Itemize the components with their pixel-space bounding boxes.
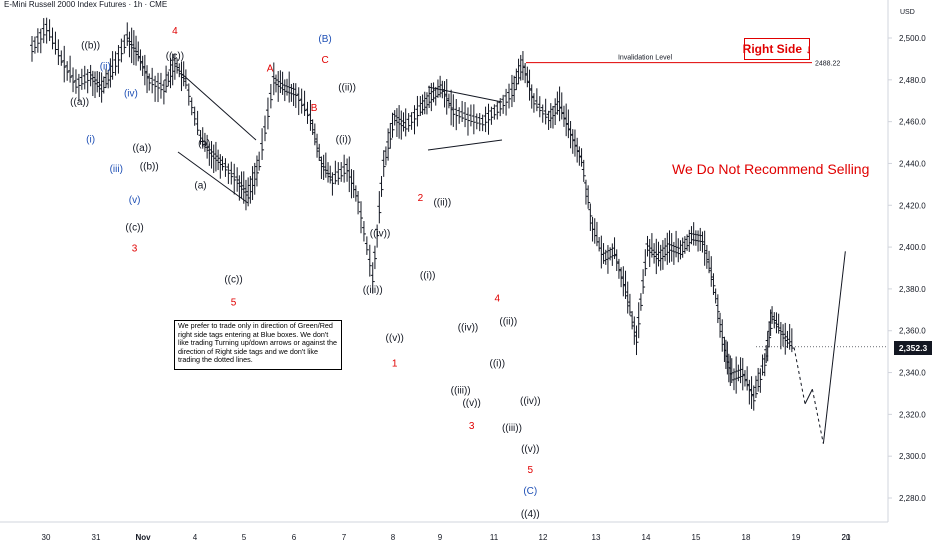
right-side-label: Right Side bbox=[742, 42, 802, 56]
wave-label: ((ii)) bbox=[499, 316, 517, 327]
x-tick-label: 9 bbox=[438, 533, 443, 542]
wave-label: ((4)) bbox=[521, 509, 540, 520]
y-tick-label: 2,460.0 bbox=[899, 118, 926, 127]
wave-label: ((ii)) bbox=[338, 82, 356, 93]
wave-label: ((i)) bbox=[490, 358, 506, 369]
x-tick-label: 18 bbox=[742, 533, 751, 542]
candlestick-bars bbox=[30, 17, 794, 411]
wave-label: 4 bbox=[495, 293, 501, 304]
wave-label: ((v)) bbox=[386, 333, 404, 344]
projection-dashed bbox=[793, 347, 806, 405]
x-tick-label: 15 bbox=[692, 533, 701, 542]
wave-label: 4 bbox=[172, 26, 178, 37]
chart-overlay: Invalidation Level 2488.22 bbox=[177, 55, 888, 444]
x-tick-label: 20 bbox=[842, 533, 851, 542]
wave-label: 2 bbox=[418, 193, 424, 204]
wave-label: ((v)) bbox=[462, 398, 480, 409]
projection-dashed bbox=[811, 389, 824, 444]
wave-label: ((i)) bbox=[336, 135, 352, 146]
wave-label: ((a)) bbox=[70, 97, 89, 108]
trading-note: We prefer to trade only in direction of … bbox=[174, 320, 342, 370]
x-tick-label: 12 bbox=[539, 533, 548, 542]
x-tick-label: 31 bbox=[92, 533, 101, 542]
x-tick-label: 30 bbox=[42, 533, 51, 542]
symbol-title: E-Mini Russell 2000 Index Futures · 1h ·… bbox=[4, 0, 168, 9]
y-tick-label: 2,480.0 bbox=[899, 76, 926, 85]
wedge-upper-line bbox=[181, 73, 257, 141]
wave-label: C bbox=[321, 55, 328, 66]
wave-label: ((iv)) bbox=[370, 229, 391, 240]
y-tick-label: 2,340.0 bbox=[899, 369, 926, 378]
wave-label: ((ii)) bbox=[433, 197, 451, 208]
invalidation-value: 2488.22 bbox=[815, 61, 840, 68]
wave-label: 5 bbox=[527, 465, 533, 476]
projection-line bbox=[822, 251, 846, 444]
wave-label: (a) bbox=[194, 181, 206, 192]
triangle-lower-line bbox=[427, 139, 503, 151]
wave-label: 5 bbox=[231, 298, 237, 309]
wave-label: ((c)) bbox=[224, 275, 242, 286]
wave-label: ((i)) bbox=[420, 270, 436, 281]
wave-label: ((iii)) bbox=[502, 423, 522, 434]
wave-label: (B) bbox=[318, 34, 331, 45]
wave-label: ((b)) bbox=[140, 162, 159, 173]
axes: USD 2,500.0 2,480.0 2,460.0 2,440.0 2,420.0 2,… bbox=[0, 0, 926, 542]
wave-label: B bbox=[311, 103, 318, 114]
wave-label: ((v)) bbox=[521, 444, 539, 455]
wave-label: 1 bbox=[392, 358, 398, 369]
wave-label: 3 bbox=[132, 243, 138, 254]
warning-text: We Do Not Recommend Selling bbox=[672, 161, 870, 177]
x-tick-label: 4 bbox=[193, 533, 198, 542]
y-tick-label: 2,380.0 bbox=[899, 285, 926, 294]
y-tick-label: 2,440.0 bbox=[899, 159, 926, 168]
wave-label: (iv) bbox=[124, 89, 138, 100]
wave-label: ((a)) bbox=[132, 143, 151, 154]
wave-label: (C) bbox=[523, 486, 537, 497]
triangle-upper-line bbox=[427, 86, 503, 103]
currency-label: USD bbox=[900, 9, 915, 16]
x-tick-label: 14 bbox=[642, 533, 651, 542]
wave-label: ((iv)) bbox=[458, 323, 479, 334]
y-tick-label: 2,360.0 bbox=[899, 327, 926, 336]
x-tick-label: 19 bbox=[792, 533, 801, 542]
wave-label: A bbox=[267, 63, 274, 74]
x-tick-label: Nov bbox=[135, 533, 151, 542]
x-tick-label: 11 bbox=[490, 533, 499, 542]
y-tick-label: 2,300.0 bbox=[899, 452, 926, 461]
wave-label: ((b)) bbox=[81, 40, 100, 51]
wave-label: ((iii)) bbox=[363, 285, 383, 296]
y-tick-label: 2,320.0 bbox=[899, 410, 926, 419]
invalidation-label: Invalidation Level bbox=[618, 55, 673, 62]
x-tick-label: 6 bbox=[292, 533, 297, 542]
y-tick-label: 2,500.0 bbox=[899, 34, 926, 43]
x-tick-label: 13 bbox=[592, 533, 601, 542]
x-tick-label: 7 bbox=[342, 533, 347, 542]
wave-label: (iii) bbox=[110, 164, 123, 175]
current-price-tag: 2,352.3 bbox=[894, 341, 932, 355]
wave-label: ((iii)) bbox=[451, 385, 471, 396]
x-tick-label: 5 bbox=[242, 533, 247, 542]
wave-label: (b) bbox=[198, 139, 210, 150]
down-arrow-icon: ↓ bbox=[805, 42, 812, 56]
wave-label: ((c)) bbox=[166, 51, 184, 62]
wedge-lower-line bbox=[177, 151, 249, 204]
projection-line bbox=[804, 389, 813, 405]
y-tick-label: 2,280.0 bbox=[899, 494, 926, 503]
wave-labels: ((b)) ((a)) (ii) (i) (iv) (iii) (v) ((c)) 3 ((a))… bbox=[70, 26, 540, 520]
wave-label: (ii) bbox=[100, 61, 111, 72]
y-tick-label: 2,400.0 bbox=[899, 243, 926, 252]
wave-label: (v) bbox=[129, 195, 141, 206]
y-tick-label: 2,420.0 bbox=[899, 201, 926, 210]
right-side-tag: Right Side ↓ bbox=[742, 38, 812, 60]
wave-label: ((iv)) bbox=[520, 396, 541, 407]
x-tick-label: 21 bbox=[842, 533, 851, 542]
wave-label: (i) bbox=[86, 135, 95, 146]
wave-label: ((c)) bbox=[125, 222, 143, 233]
wave-label: 3 bbox=[469, 421, 475, 432]
x-tick-label: 8 bbox=[391, 533, 396, 542]
